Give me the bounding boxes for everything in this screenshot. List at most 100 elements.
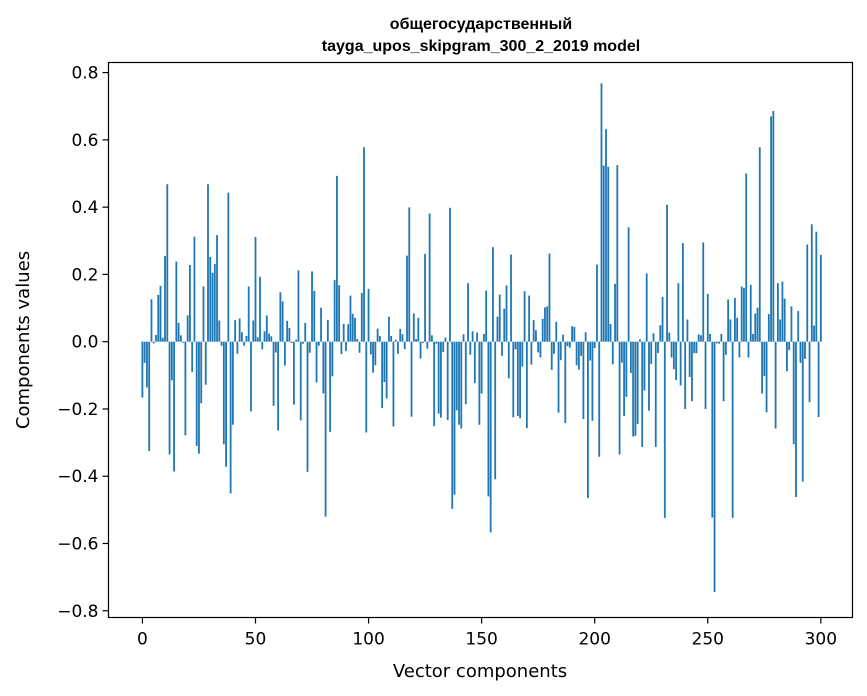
bar: [571, 326, 573, 342]
bar: [627, 227, 630, 342]
bar: [164, 255, 166, 342]
bar: [311, 271, 313, 342]
bar: [473, 341, 476, 384]
bar: [159, 285, 162, 342]
bar: [462, 334, 465, 342]
bar: [471, 331, 474, 342]
bar: [575, 341, 578, 366]
bar: [786, 341, 788, 372]
bar: [648, 341, 650, 411]
bar: [702, 242, 705, 342]
bar: [684, 341, 687, 409]
bar: [530, 341, 533, 365]
plot-frame: [107, 61, 854, 619]
bar: [519, 341, 521, 419]
bar: [557, 341, 560, 413]
bar: [374, 341, 377, 366]
chart-title-line-1: общегосударственный: [390, 16, 572, 33]
bar: [358, 341, 361, 353]
bar: [261, 341, 264, 350]
bar: [688, 341, 691, 377]
bar: [498, 294, 501, 342]
bar: [293, 341, 295, 405]
bar: [216, 235, 218, 342]
bar: [550, 341, 553, 370]
bar: [213, 263, 216, 342]
bar: [639, 339, 641, 342]
bar: [458, 341, 460, 425]
bar: [801, 341, 804, 482]
bar: [482, 333, 485, 342]
bar: [652, 333, 655, 342]
bar: [179, 335, 182, 342]
bar: [403, 341, 406, 350]
bar: [747, 341, 750, 358]
bar: [754, 313, 757, 342]
bar: [270, 336, 273, 342]
bar: [496, 316, 499, 342]
bar: [347, 324, 350, 342]
bar: [729, 319, 732, 342]
bar: [148, 341, 151, 451]
bar: [537, 341, 540, 353]
bar: [620, 341, 623, 363]
y-tick-label: 0.8: [71, 64, 98, 84]
bar: [718, 341, 720, 344]
bar: [731, 341, 734, 518]
bar: [329, 341, 332, 432]
bar: [761, 341, 763, 394]
bar: [222, 341, 225, 445]
bar: [437, 341, 440, 414]
bar: [677, 283, 680, 342]
bar: [532, 320, 535, 342]
y-axis-label: Components values: [13, 251, 34, 429]
bar: [220, 341, 223, 346]
bar: [600, 83, 603, 342]
x-axis-ticks: 0 50 100 150 200 250 300: [137, 617, 837, 650]
bar: [446, 341, 449, 421]
bar: [189, 264, 191, 342]
bar: [152, 341, 155, 344]
bar: [340, 341, 343, 355]
bar: [641, 341, 644, 447]
bar: [426, 341, 429, 349]
bar: [584, 332, 587, 342]
bar: [512, 341, 515, 418]
bar: [345, 341, 347, 352]
chart-title-line-2: tayga_upos_skipgram_300_2_2019 model: [322, 38, 640, 55]
bar: [657, 341, 659, 354]
bar: [417, 317, 420, 342]
bar: [290, 341, 293, 344]
bar: [797, 311, 800, 342]
bar: [241, 332, 243, 342]
bar: [598, 341, 601, 457]
bar: [734, 297, 736, 342]
bar: [320, 307, 322, 342]
bar: [765, 341, 768, 413]
bar: [804, 341, 806, 359]
bar: [813, 325, 815, 342]
bar: [799, 341, 802, 363]
bar: [243, 341, 246, 346]
bar: [351, 313, 354, 342]
bar: [523, 291, 526, 342]
y-tick-label: 0.6: [71, 131, 98, 151]
bar: [155, 334, 157, 342]
bar: [168, 341, 171, 455]
bar: [675, 341, 678, 381]
bar: [173, 341, 175, 472]
bar: [392, 341, 395, 427]
bar: [666, 204, 668, 342]
bar: [146, 341, 148, 388]
bar: [607, 166, 610, 342]
bar: [175, 261, 178, 342]
bar: [356, 338, 359, 342]
bar: [157, 294, 160, 342]
bar: [394, 339, 397, 342]
bar: [297, 270, 300, 342]
bar: [372, 341, 374, 373]
bar: [268, 333, 270, 342]
bar: [444, 337, 447, 342]
bar: [562, 334, 564, 342]
